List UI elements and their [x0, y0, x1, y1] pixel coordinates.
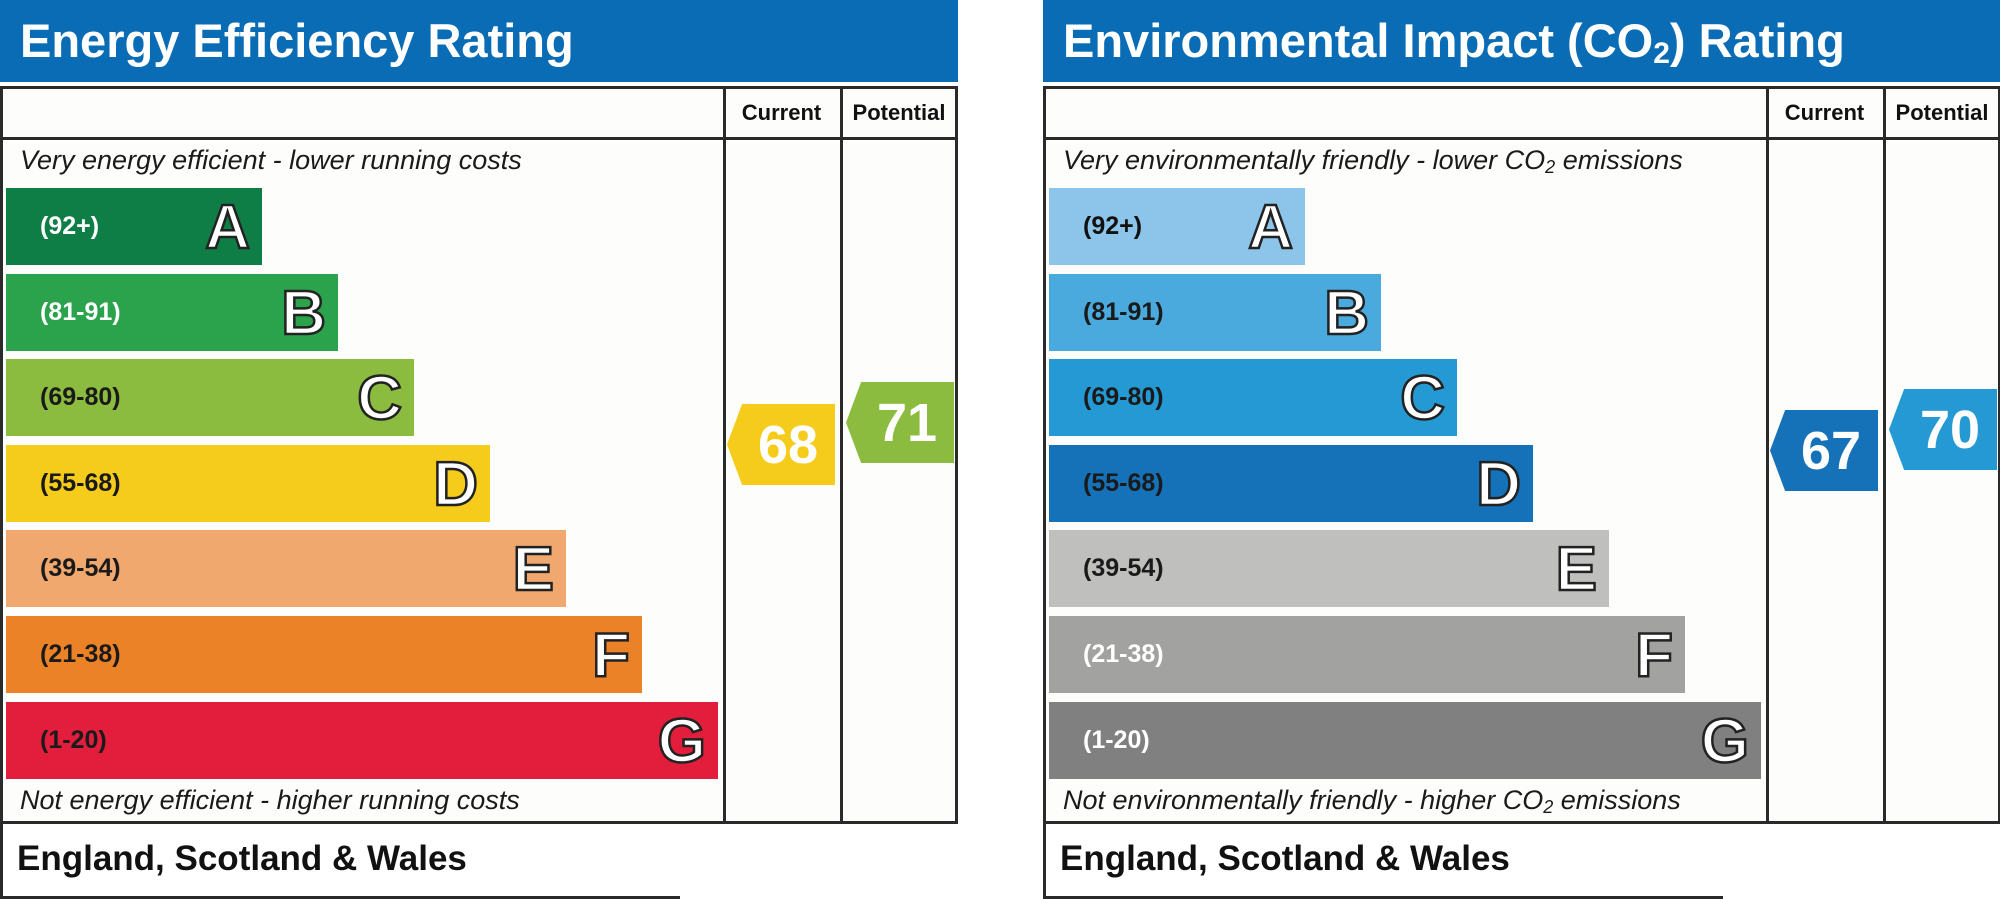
- potential-rating-arrow: 71: [846, 382, 954, 463]
- rating-band-c: (69-80) C: [1049, 359, 1457, 437]
- rating-band-f: (21-38) F: [6, 616, 642, 693]
- band-letter: D: [432, 449, 479, 521]
- band-letter: F: [591, 620, 631, 692]
- rating-band-g: (1-20) G: [1049, 701, 1761, 779]
- rating-band-e: (39-54) E: [1049, 530, 1609, 608]
- rating-band-b: (81-91) B: [6, 273, 338, 351]
- band-range-label: (55-68): [1083, 468, 1164, 497]
- column-header-potential: Potential: [1895, 100, 1989, 125]
- rating-band-f: (21-38) F: [1049, 616, 1685, 693]
- bottom-caption: Not environmentally friendly - higher CO…: [1063, 785, 1681, 817]
- band-range-label: (69-80): [40, 383, 121, 412]
- current-rating-arrow: 68: [727, 404, 835, 485]
- band-letter: G: [1700, 705, 1751, 777]
- environmental-impact-chart: Environmental Impact (CO2) Rating Curren…: [1043, 0, 2000, 899]
- bottom-caption: Not energy efficient - higher running co…: [20, 785, 520, 815]
- band-letter: C: [1399, 363, 1446, 435]
- column-header-current: Current: [1784, 100, 1865, 125]
- rating-band-b: (81-91) B: [1049, 273, 1381, 351]
- rating-band-g: (1-20) G: [6, 701, 718, 779]
- band-letter: B: [1323, 277, 1370, 349]
- chart-frame: Current Potential Very environmentally f…: [1043, 86, 2000, 824]
- rating-band-e: (39-54) E: [6, 530, 566, 608]
- band-range-label: (81-91): [1083, 297, 1164, 326]
- band-range-label: (39-54): [40, 554, 121, 583]
- band-letter: D: [1475, 449, 1522, 521]
- chart-title: Energy Efficiency Rating: [0, 0, 958, 82]
- band-range-label: (81-91): [40, 297, 121, 326]
- band-range-label: (69-80): [1083, 383, 1164, 412]
- rating-band-c: (69-80) C: [6, 359, 414, 437]
- region-footer: England, Scotland & Wales: [0, 824, 680, 899]
- column-header-potential: Potential: [852, 100, 946, 125]
- rating-band-d: (55-68) D: [6, 444, 490, 522]
- band-range-label: (1-20): [1083, 725, 1150, 754]
- band-letter: F: [1634, 620, 1674, 692]
- band-range-label: (39-54): [1083, 554, 1164, 583]
- top-caption: Very energy efficient - lower running co…: [20, 145, 522, 175]
- energy-efficiency-chart: Energy Efficiency Rating Current Potenti…: [0, 0, 958, 899]
- rating-band-d: (55-68) D: [1049, 444, 1533, 522]
- rating-band-a: (92+) A: [6, 188, 262, 265]
- column-header-current: Current: [741, 100, 822, 125]
- band-range-label: (55-68): [40, 468, 121, 497]
- potential-rating-arrow: 70: [1889, 389, 1997, 470]
- band-letter: C: [356, 363, 403, 435]
- top-caption: Very environmentally friendly - lower CO…: [1063, 145, 1683, 177]
- band-range-label: (92+): [40, 212, 100, 240]
- current-rating-arrow: 67: [1770, 410, 1878, 491]
- band-letter: A: [1247, 192, 1294, 264]
- chart-frame: Current Potential Very energy efficient …: [0, 86, 958, 824]
- band-letter: G: [657, 705, 708, 777]
- band-letter: E: [511, 534, 555, 606]
- band-letter: A: [204, 192, 251, 264]
- band-range-label: (92+): [1083, 212, 1143, 240]
- region-footer: England, Scotland & Wales: [1043, 824, 1723, 899]
- rating-band-a: (92+) A: [1049, 188, 1305, 265]
- band-letter: E: [1554, 534, 1598, 606]
- chart-title: Environmental Impact (CO2) Rating: [1043, 0, 2000, 82]
- band-range-label: (21-38): [1083, 640, 1164, 668]
- band-range-label: (1-20): [40, 725, 107, 754]
- band-letter: B: [280, 277, 327, 349]
- band-range-label: (21-38): [40, 640, 121, 668]
